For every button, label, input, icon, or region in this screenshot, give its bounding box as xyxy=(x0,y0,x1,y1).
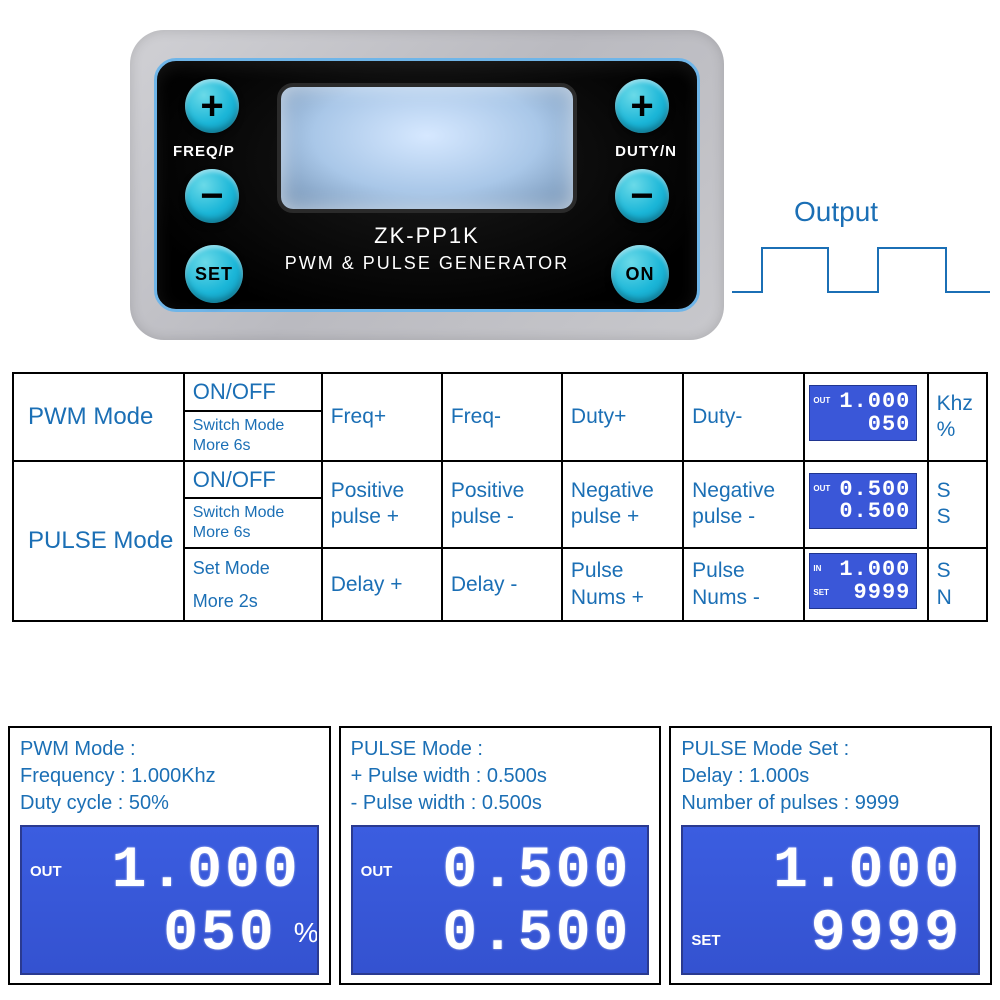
lcd-cell: IN SET 1.000 9999 xyxy=(804,548,927,621)
cell-line: More 2s xyxy=(193,590,313,613)
minus-icon: − xyxy=(200,176,223,216)
panel-title: PULSE Mode Set : xyxy=(681,736,980,763)
device-casing: + − FREQ/P + − DUTY/N ZK-PP1K PWM & PULS… xyxy=(130,30,724,340)
lcd-value: 0.500 xyxy=(442,902,631,967)
function-table: PWM Mode ON/OFF Freq+ Freq- Duty+ Duty- … xyxy=(12,372,988,622)
plus-icon: + xyxy=(200,86,223,126)
square-wave-icon xyxy=(732,232,990,302)
unit: S xyxy=(937,479,951,502)
panel-pulse: PULSE Mode : + Pulse width : 0.500s - Pu… xyxy=(339,726,662,985)
minus-icon: − xyxy=(630,176,653,216)
big-lcd: OUT 1.000 050 % xyxy=(20,825,319,975)
table-row: PULSE Mode ON/OFF Positive pulse + Posit… xyxy=(13,461,987,499)
on-button[interactable]: ON xyxy=(611,245,669,303)
unit: % xyxy=(937,418,956,441)
lcd-value: 1.000 xyxy=(112,839,301,904)
cell: Pulse Nums + xyxy=(562,548,683,621)
device-face: + − FREQ/P + − DUTY/N ZK-PP1K PWM & PULS… xyxy=(154,58,700,312)
cell: Delay + xyxy=(322,548,442,621)
mini-lcd: OUT 0.500 0.500 xyxy=(809,473,917,529)
panel-title: PULSE Mode : xyxy=(351,736,650,763)
lcd-tag: OUT xyxy=(30,863,62,880)
lcd-value: 050 xyxy=(163,902,276,967)
unit-cell: Khz % xyxy=(928,373,987,461)
lcd-tag: SET xyxy=(813,588,829,598)
cell: Freq+ xyxy=(322,373,442,461)
lcd-tag: IN xyxy=(813,564,821,574)
table-row: PWM Mode ON/OFF Freq+ Freq- Duty+ Duty- … xyxy=(13,373,987,411)
panel-line: - Pulse width : 0.500s xyxy=(351,790,650,817)
cell: Pulse Nums - xyxy=(683,548,804,621)
cell: Negative pulse - xyxy=(683,461,804,549)
output-label: Output xyxy=(794,196,878,228)
panel-line: Duty cycle : 50% xyxy=(20,790,319,817)
lcd-tag: SET xyxy=(691,932,720,949)
example-panels: PWM Mode : Frequency : 1.000Khz Duty cyc… xyxy=(8,726,992,985)
duty-minus-button[interactable]: − xyxy=(615,169,669,223)
panel-line: Frequency : 1.000Khz xyxy=(20,763,319,790)
set-button-label: SET xyxy=(195,264,233,285)
percent-icon: % xyxy=(294,917,319,949)
on-button-label: ON xyxy=(626,264,655,285)
set-button[interactable]: SET xyxy=(185,245,243,303)
duty-n-label: DUTY/N xyxy=(615,143,677,160)
mode-cell: PWM Mode xyxy=(13,373,184,461)
panel-pulse-set: PULSE Mode Set : Delay : 1.000s Number o… xyxy=(669,726,992,985)
lcd-screen xyxy=(277,83,577,213)
cell: Duty- xyxy=(683,373,804,461)
panel-line: Number of pulses : 9999 xyxy=(681,790,980,817)
lcd-tag: OUT xyxy=(361,863,393,880)
freq-plus-button[interactable]: + xyxy=(185,79,239,133)
freq-minus-button[interactable]: − xyxy=(185,169,239,223)
cell: Switch Mode More 6s xyxy=(184,411,322,461)
duty-plus-button[interactable]: + xyxy=(615,79,669,133)
lcd-tag: OUT xyxy=(813,484,830,494)
unit: S xyxy=(937,505,951,528)
lcd-value: 9999 xyxy=(854,579,911,607)
unit: N xyxy=(937,586,952,609)
cell: ON/OFF xyxy=(184,373,322,411)
unit: S xyxy=(937,559,951,582)
cell: Set Mode More 2s xyxy=(184,548,322,621)
cell: Delay - xyxy=(442,548,562,621)
lcd-value: 1.000 xyxy=(773,839,962,904)
unit-cell: S N xyxy=(928,548,987,621)
cell: ON/OFF xyxy=(184,461,322,499)
lcd-value: 9999 xyxy=(811,902,962,967)
cell: Positive pulse - xyxy=(442,461,562,549)
lcd-tag: OUT xyxy=(813,396,830,406)
mode-cell: PULSE Mode xyxy=(13,461,184,622)
cell: Freq- xyxy=(442,373,562,461)
cell: Negative pulse + xyxy=(562,461,683,549)
panel-line: + Pulse width : 0.500s xyxy=(351,763,650,790)
plus-icon: + xyxy=(630,86,653,126)
lcd-cell: OUT 1.000 050 xyxy=(804,373,927,461)
cell: Duty+ xyxy=(562,373,683,461)
mini-lcd: OUT 1.000 050 xyxy=(809,385,917,441)
lcd-value: 050 xyxy=(868,411,911,439)
lcd-cell: OUT 0.500 0.500 xyxy=(804,461,927,549)
big-lcd: SET 1.000 9999 xyxy=(681,825,980,975)
panel-title: PWM Mode : xyxy=(20,736,319,763)
unit-cell: S S xyxy=(928,461,987,549)
mini-lcd: IN SET 1.000 9999 xyxy=(809,553,917,609)
cell: Positive pulse + xyxy=(322,461,442,549)
lcd-value: 0.500 xyxy=(839,498,910,526)
panel-line: Delay : 1.000s xyxy=(681,763,980,790)
device: + − FREQ/P + − DUTY/N ZK-PP1K PWM & PULS… xyxy=(130,30,724,340)
model-label: ZK-PP1K xyxy=(157,223,697,249)
panel-pwm: PWM Mode : Frequency : 1.000Khz Duty cyc… xyxy=(8,726,331,985)
unit: Khz xyxy=(937,392,973,415)
cell: Switch Mode More 6s xyxy=(184,498,322,548)
lcd-value: 0.500 xyxy=(442,839,631,904)
big-lcd: OUT 0.500 0.500 xyxy=(351,825,650,975)
freq-p-label: FREQ/P xyxy=(173,143,235,160)
cell-line: Set Mode xyxy=(193,557,313,580)
